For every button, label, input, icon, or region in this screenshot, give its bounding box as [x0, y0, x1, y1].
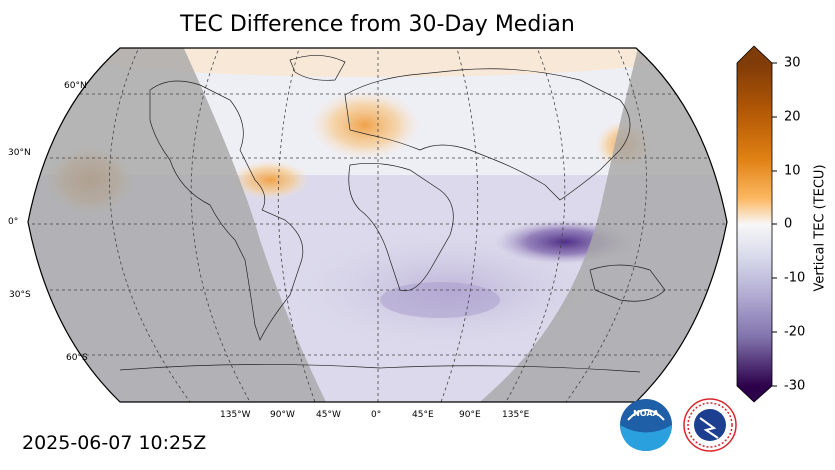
lon-label: 45°E [412, 410, 434, 420]
noaa-logo: NOAA [620, 399, 672, 451]
lat-label: 60°S [66, 353, 88, 363]
colorbar-tick-label: -10 [784, 270, 806, 286]
colorbar-min-arrow [737, 386, 772, 402]
nws-logo [683, 398, 737, 452]
lon-label: 90°W [270, 410, 295, 420]
colorbar [736, 45, 777, 403]
lon-label: 135°W [220, 410, 251, 420]
lat-label: 30°N [8, 148, 31, 158]
night-shade-east [470, 48, 727, 402]
globe-fill [28, 48, 727, 402]
lon-label: 0° [371, 410, 381, 420]
map-title: TEC Difference from 30-Day Median [180, 12, 575, 37]
lat-label: 60°N [64, 81, 87, 91]
lat-label: 0° [8, 217, 18, 227]
lon-label: 135°E [502, 410, 530, 420]
colorbar-tick-label: 20 [784, 109, 801, 125]
coastlines [119, 55, 666, 373]
colorbar-tick-label: 0 [784, 216, 793, 232]
colorbar-tick-label: 10 [784, 163, 801, 179]
night-shade-west [28, 48, 330, 402]
graticule [28, 48, 727, 402]
colorbar-label: Vertical TEC (TECU) [812, 164, 828, 292]
colorbar-max-arrow [737, 46, 772, 63]
lon-label: 90°E [459, 410, 481, 420]
lat-label: 30°S [9, 290, 31, 300]
colorbar-tick-label: -20 [784, 324, 806, 340]
europe-positive-anomaly [310, 90, 420, 160]
colorbar-tick-label: 30 [784, 55, 801, 71]
timestamp: 2025-06-07 10:25Z [22, 432, 207, 454]
svg-text:NOAA: NOAA [633, 409, 659, 418]
colorbar-tick-label: -30 [784, 378, 806, 394]
lon-label: 45°W [316, 410, 341, 420]
